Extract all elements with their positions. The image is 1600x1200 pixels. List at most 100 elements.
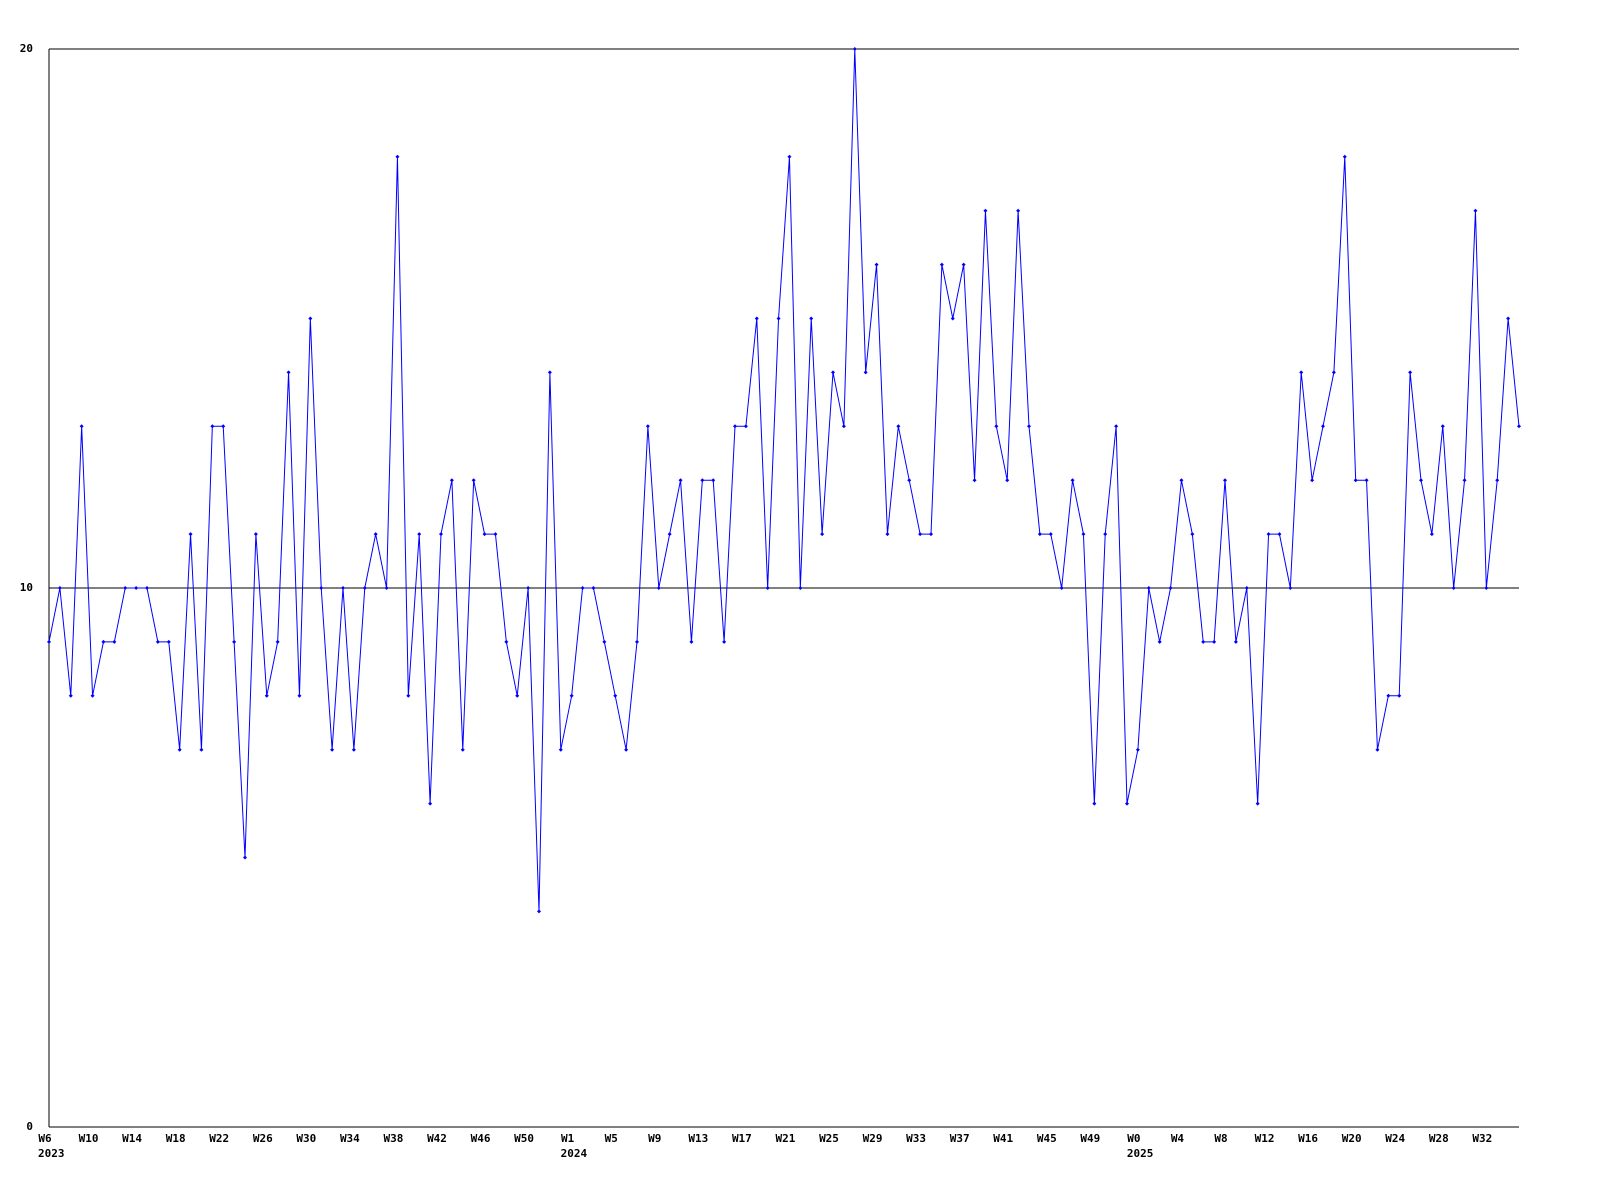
x-tick-label: W46 [471, 1132, 491, 1145]
data-point [537, 909, 541, 914]
data-point [678, 478, 683, 483]
data-point [918, 532, 923, 537]
data-point [798, 586, 803, 590]
data-point [1190, 532, 1195, 537]
data-point [1506, 316, 1511, 321]
data-point [852, 47, 857, 51]
data-point [1473, 208, 1478, 213]
data-point [580, 586, 585, 590]
data-point [264, 693, 269, 698]
data-point [101, 639, 106, 644]
data-point [776, 316, 781, 321]
data-point [722, 639, 727, 644]
x-tick-label: W33 [906, 1132, 926, 1145]
data-point [1255, 801, 1260, 806]
data-point [1462, 478, 1467, 483]
data-point [232, 639, 237, 644]
data-point [1375, 747, 1380, 752]
data-point [994, 424, 999, 429]
data-point [1168, 586, 1173, 590]
data-point [460, 747, 465, 752]
data-point [1233, 639, 1238, 644]
y-tick-label: 20 [20, 42, 33, 55]
x-tick-label: W25 [819, 1132, 839, 1145]
data-point [188, 532, 193, 537]
data-point [1451, 586, 1456, 590]
data-point [493, 532, 498, 537]
y-tick-label: 10 [20, 581, 33, 594]
data-point [362, 586, 367, 590]
x-tick-label: W41 [993, 1132, 1013, 1145]
data-point [351, 747, 356, 752]
data-point [286, 370, 291, 375]
data-point [645, 424, 650, 429]
data-point [1223, 478, 1227, 483]
data-point [939, 262, 944, 267]
data-point [1419, 478, 1423, 483]
data-point [1321, 424, 1325, 429]
data-point [787, 154, 792, 159]
data-point [874, 262, 879, 267]
data-point [112, 639, 117, 644]
x-tick-label: W12 [1255, 1132, 1275, 1145]
data-line [48, 48, 1520, 912]
data-point [700, 478, 705, 483]
data-point [221, 424, 226, 429]
data-point [863, 370, 868, 375]
x-tick-label: W26 [253, 1132, 273, 1145]
data-point [1353, 478, 1358, 483]
data-point [515, 693, 520, 698]
data-point [1310, 478, 1315, 483]
data-point [1059, 586, 1064, 590]
data-point [1179, 478, 1184, 483]
data-point [1386, 693, 1391, 698]
x-tick-label: W10 [79, 1132, 99, 1145]
data-point [1495, 478, 1500, 483]
data-point [1027, 424, 1031, 429]
data-point [929, 532, 933, 537]
data-point [743, 424, 748, 429]
data-point [809, 316, 814, 321]
data-point [1397, 693, 1402, 698]
data-point [907, 478, 912, 483]
x-tick-label: W42 [427, 1132, 447, 1145]
data-point [656, 586, 661, 590]
year-label: 2025 [1127, 1147, 1154, 1160]
x-tick-label: W21 [776, 1132, 796, 1145]
x-tick-label: W49 [1080, 1132, 1100, 1145]
data-point [275, 639, 280, 644]
data-point [1266, 532, 1271, 537]
data-point [1244, 586, 1249, 590]
x-tick-label: W4 [1171, 1132, 1185, 1145]
y-tick-label: 0 [26, 1120, 33, 1133]
data-point [1146, 586, 1151, 590]
x-tick-label: W32 [1472, 1132, 1492, 1145]
data-point [1037, 532, 1042, 537]
x-tick-label: W5 [605, 1132, 618, 1145]
data-point [330, 747, 335, 752]
data-point [504, 639, 509, 644]
data-point [1212, 639, 1217, 644]
data-point [155, 639, 160, 644]
data-point [1016, 208, 1021, 213]
data-point [417, 532, 422, 537]
x-tick-label: W30 [296, 1132, 316, 1145]
data-point [983, 208, 988, 213]
data-point [1331, 370, 1336, 375]
data-point [1070, 478, 1075, 483]
data-point [896, 424, 901, 429]
data-point [950, 316, 955, 321]
data-point [841, 424, 846, 429]
data-point [1484, 586, 1489, 590]
data-point [1429, 532, 1434, 537]
data-point [569, 693, 574, 698]
data-point [1277, 532, 1282, 537]
data-point [831, 370, 835, 375]
data-point [145, 586, 149, 590]
data-point [210, 424, 215, 429]
data-point [885, 532, 890, 537]
x-tick-label: W28 [1429, 1132, 1449, 1145]
x-tick-label: W24 [1385, 1132, 1405, 1145]
data-point [1157, 639, 1162, 644]
